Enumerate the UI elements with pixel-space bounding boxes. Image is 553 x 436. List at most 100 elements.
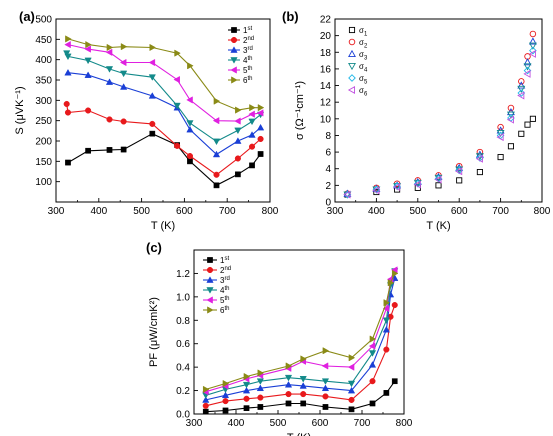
y-tick-label: 350 <box>35 76 52 87</box>
legend-item: σ3 <box>348 49 368 62</box>
data-point <box>234 137 242 144</box>
series-6th <box>65 35 265 114</box>
y-tick-label: 14 <box>320 81 332 92</box>
data-point <box>368 342 376 350</box>
data-point <box>120 146 127 153</box>
data-point <box>496 133 504 142</box>
data-point <box>222 407 229 414</box>
y-tick-label: 150 <box>35 157 52 168</box>
legend-marker <box>230 66 237 74</box>
data-point <box>529 46 537 55</box>
data-point <box>347 363 355 371</box>
series-line <box>66 103 261 176</box>
y-tick-label: 250 <box>35 116 52 127</box>
data-point <box>187 158 193 165</box>
data-point <box>321 362 329 370</box>
data-point <box>300 391 307 398</box>
panel-a-seebeck-chart: (a) 300 400 500 600 700 800 100 150 200 250 300 350 4… <box>14 9 279 232</box>
data-point <box>106 147 113 153</box>
data-point <box>213 182 220 189</box>
data-point <box>300 355 307 363</box>
data-point <box>105 66 114 73</box>
legend-marker <box>206 276 214 283</box>
panel-b-conductivity-chart: (b) 300 400 500 600 700 800 0 2 4 6 8 10 12 14 16 18 20 22… <box>282 9 551 232</box>
legend-label: 5th <box>243 66 252 75</box>
data-point <box>120 118 127 125</box>
legend-item: 3rd <box>203 276 230 285</box>
legend-marker <box>206 287 214 294</box>
data-point <box>456 177 463 184</box>
legend-item: 5th <box>228 66 252 75</box>
data-point <box>348 354 356 362</box>
data-point <box>221 391 230 399</box>
data-point <box>249 162 255 169</box>
series-1st <box>65 130 264 189</box>
y-tick-label: 100 <box>35 177 52 188</box>
x-tick-label: 700 <box>492 206 509 217</box>
data-point <box>242 381 251 389</box>
data-point <box>300 400 307 407</box>
legend-label: 1st <box>220 256 229 265</box>
data-point <box>455 163 464 171</box>
data-point <box>174 142 181 149</box>
data-point <box>517 89 526 97</box>
legend-item: 5th <box>203 296 229 305</box>
data-point <box>518 78 525 85</box>
x-tick-label: 500 <box>409 206 426 217</box>
data-point <box>434 175 442 184</box>
legend-marker <box>347 86 356 94</box>
data-point <box>372 186 380 195</box>
y-tick-label: 6 <box>325 148 331 159</box>
data-point <box>413 180 421 189</box>
data-point <box>186 120 194 127</box>
data-point <box>523 69 531 78</box>
y-tick-label: 0.8 <box>176 316 190 327</box>
data-point <box>256 378 264 385</box>
x-tick-label: 300 <box>48 206 65 217</box>
data-point <box>506 111 515 119</box>
legend-marker <box>231 27 237 33</box>
data-point <box>391 302 398 309</box>
panel-c-power-factor-chart: (c) 300 400 500 600 700 800 0.0 0.2 0.4 0.6 0.8 1.0 1… <box>146 240 413 436</box>
legend-item: 4th <box>228 56 252 65</box>
data-point <box>64 40 71 49</box>
series-σ3 <box>343 37 537 197</box>
y-tick-label: 20 <box>320 31 332 42</box>
legend-label: 3rd <box>243 46 253 55</box>
y-axis-label: PF (μW/cmK²) <box>148 297 160 367</box>
data-point <box>391 378 398 385</box>
data-point <box>234 155 241 162</box>
legend-marker <box>230 46 238 53</box>
legend-label: 5th <box>220 296 229 305</box>
data-point <box>322 404 329 410</box>
x-tick-label: 600 <box>312 418 329 429</box>
legend-marker <box>206 266 214 274</box>
legend-label: σ4 <box>359 62 368 74</box>
legend-item: 4th <box>203 286 229 295</box>
data-point <box>523 63 532 71</box>
data-point <box>284 374 293 382</box>
data-point <box>347 386 356 394</box>
legend-label: 4th <box>220 286 229 295</box>
data-point <box>173 102 181 110</box>
legend-item: σ6 <box>347 86 368 98</box>
data-point <box>529 30 537 38</box>
series-σ6 <box>343 49 536 199</box>
data-point <box>497 123 504 131</box>
series-line <box>205 273 396 390</box>
panel-label: (a) <box>19 9 35 24</box>
series-line <box>67 133 262 186</box>
data-point <box>106 43 114 52</box>
data-point <box>186 96 193 104</box>
data-point <box>322 393 329 400</box>
y-tick-label: 2 <box>325 181 331 192</box>
series-5th <box>202 266 398 396</box>
legend-label: 6th <box>220 306 229 315</box>
x-tick-label: 800 <box>262 206 279 217</box>
data-point <box>63 50 71 57</box>
data-point <box>242 386 251 394</box>
data-point <box>85 147 91 154</box>
legend-item: 1st <box>228 26 252 35</box>
data-point <box>528 42 537 50</box>
data-point <box>368 361 377 368</box>
